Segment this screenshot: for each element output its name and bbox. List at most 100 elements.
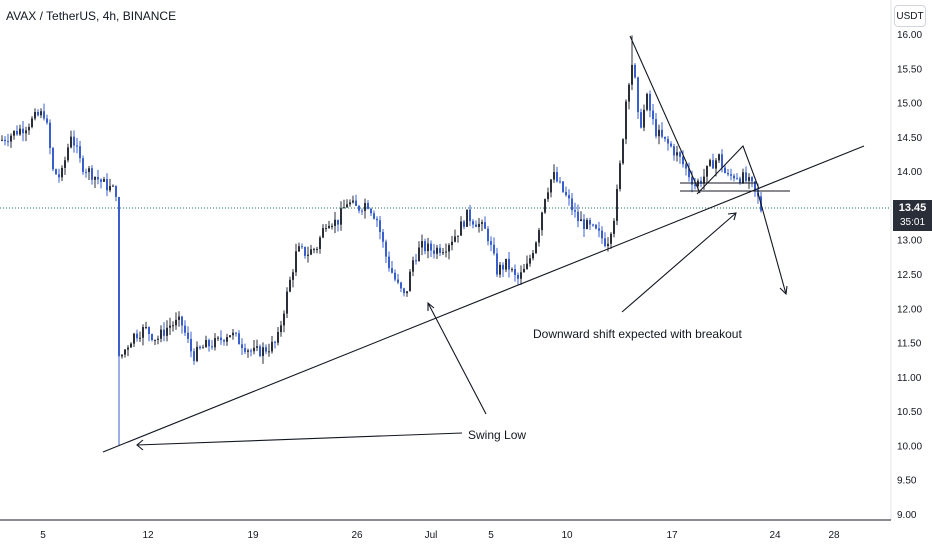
candle-body bbox=[736, 178, 738, 180]
candle-body bbox=[562, 181, 564, 192]
candle-body bbox=[64, 160, 66, 168]
candle-body bbox=[151, 334, 153, 341]
price-tick-label: 16.00 bbox=[897, 30, 922, 41]
candle-body bbox=[394, 272, 396, 280]
candle-body bbox=[397, 279, 399, 283]
descending-trendline[interactable] bbox=[629, 35, 701, 194]
candle-body bbox=[700, 180, 702, 184]
candle-body bbox=[379, 220, 381, 232]
candle-body bbox=[82, 158, 84, 172]
candle-body bbox=[460, 221, 462, 236]
candle-body bbox=[55, 169, 57, 175]
swing-low-arrow[interactable] bbox=[136, 432, 463, 446]
candle-body bbox=[301, 246, 303, 248]
candle-body bbox=[607, 243, 609, 247]
price-tick-label: 14.50 bbox=[897, 133, 922, 144]
candle-body bbox=[136, 333, 138, 339]
price-tick-label: 10.50 bbox=[897, 407, 922, 418]
candle-body bbox=[175, 319, 177, 326]
candle-body bbox=[472, 221, 474, 225]
candle-body bbox=[532, 252, 534, 259]
candle-body bbox=[484, 222, 486, 229]
candle-body bbox=[7, 141, 9, 143]
candle-body bbox=[169, 325, 171, 328]
candle-body bbox=[277, 332, 279, 343]
candle-body bbox=[721, 154, 723, 168]
candle-body bbox=[220, 337, 222, 341]
time-tick-label: 28 bbox=[828, 530, 840, 541]
candle-body bbox=[559, 181, 561, 183]
candle-body bbox=[313, 249, 315, 251]
candle-body bbox=[616, 189, 618, 221]
candle-body bbox=[91, 168, 93, 180]
time-tick-label: 12 bbox=[142, 530, 154, 541]
candle-body bbox=[553, 172, 555, 180]
candle-body bbox=[295, 251, 297, 273]
currency-button[interactable]: USDT bbox=[894, 5, 926, 27]
candle-body bbox=[451, 241, 453, 246]
candle-body bbox=[112, 185, 114, 187]
time-tick-label: Jul bbox=[425, 530, 438, 541]
candle-body bbox=[679, 152, 681, 157]
candle-body bbox=[745, 172, 747, 181]
candle-body bbox=[52, 148, 54, 170]
candle-body bbox=[640, 112, 642, 128]
breakout-arrow[interactable] bbox=[621, 212, 737, 313]
candle-body bbox=[658, 129, 660, 137]
candle-body bbox=[211, 346, 213, 348]
triangle-pattern[interactable] bbox=[696, 144, 760, 195]
price-tick-label: 9.50 bbox=[897, 476, 917, 487]
pivot-arrow[interactable] bbox=[427, 302, 487, 415]
candle-body bbox=[334, 219, 336, 226]
candle-body bbox=[223, 340, 225, 342]
candle-body bbox=[160, 329, 162, 339]
candle-body bbox=[667, 138, 669, 144]
candle-body bbox=[208, 340, 210, 347]
candle-body bbox=[427, 243, 429, 252]
candle-body bbox=[544, 199, 546, 213]
price-tick-label: 11.00 bbox=[897, 373, 922, 384]
time-tick-label: 5 bbox=[40, 530, 46, 541]
ascending-trendline[interactable] bbox=[102, 145, 865, 453]
candle-body bbox=[406, 291, 408, 294]
time-axis[interactable]: 5 12 19 26 Jul 5 10 17 24 28 bbox=[40, 530, 840, 541]
candle-body bbox=[751, 177, 753, 182]
candle-body bbox=[196, 346, 198, 361]
candle-body bbox=[409, 271, 411, 292]
candle-body bbox=[487, 228, 489, 242]
candle-body bbox=[232, 332, 234, 336]
candle-body bbox=[340, 208, 342, 225]
candle-body bbox=[643, 109, 645, 128]
candle-body bbox=[40, 111, 42, 116]
candle-body bbox=[652, 110, 654, 120]
candle-body bbox=[526, 263, 528, 269]
candle-body bbox=[685, 164, 687, 169]
candle-body bbox=[673, 146, 675, 156]
time-tick-label: 17 bbox=[666, 530, 678, 541]
time-tick-label: 26 bbox=[351, 530, 363, 541]
candle-body bbox=[292, 272, 294, 280]
drawings[interactable] bbox=[102, 35, 865, 453]
candle-body bbox=[271, 341, 273, 352]
candle-body bbox=[631, 64, 633, 85]
candle-body bbox=[463, 221, 465, 227]
candle-body bbox=[757, 189, 759, 197]
candle-body bbox=[583, 219, 585, 229]
candle-body bbox=[475, 224, 477, 227]
candle-body bbox=[226, 337, 228, 342]
candle-body bbox=[646, 93, 648, 110]
candle-body bbox=[655, 119, 657, 137]
candle-body bbox=[202, 347, 204, 349]
candle-body bbox=[412, 260, 414, 272]
candle-body bbox=[550, 179, 552, 193]
candle-body bbox=[337, 219, 339, 225]
candle-body bbox=[310, 249, 312, 255]
candle-body bbox=[634, 64, 636, 78]
candle-body bbox=[76, 145, 78, 147]
price-axis[interactable]: 16.0015.5015.0014.5014.0013.5013.0012.50… bbox=[897, 30, 922, 521]
breakdown-arrow[interactable] bbox=[757, 192, 787, 295]
candle-body bbox=[121, 354, 123, 357]
candle-body bbox=[154, 339, 156, 341]
